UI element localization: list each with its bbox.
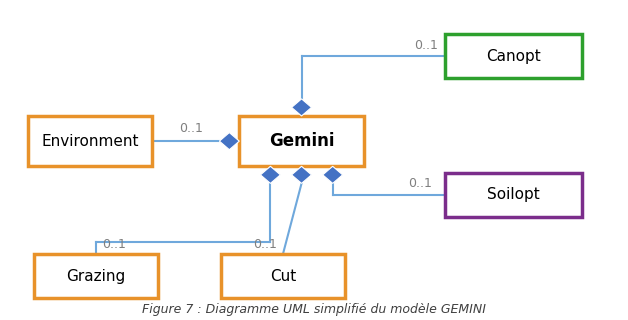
Text: Soilopt: Soilopt — [487, 187, 539, 202]
Text: Canopt: Canopt — [486, 49, 541, 64]
Polygon shape — [323, 166, 343, 183]
FancyBboxPatch shape — [445, 34, 582, 78]
Polygon shape — [291, 99, 311, 116]
Polygon shape — [261, 166, 280, 183]
Polygon shape — [219, 132, 239, 150]
Polygon shape — [291, 166, 311, 183]
FancyBboxPatch shape — [34, 254, 158, 298]
FancyBboxPatch shape — [239, 116, 364, 166]
FancyBboxPatch shape — [445, 172, 582, 217]
FancyBboxPatch shape — [220, 254, 345, 298]
Text: Figure 7 : Diagramme UML simplifié du modèle GEMINI: Figure 7 : Diagramme UML simplifié du mo… — [142, 303, 486, 316]
Text: Environment: Environment — [41, 134, 139, 148]
Text: Cut: Cut — [270, 269, 296, 284]
Text: 0..1: 0..1 — [179, 122, 203, 135]
Text: Grazing: Grazing — [67, 269, 126, 284]
Text: 0..1: 0..1 — [408, 177, 432, 190]
Text: 0..1: 0..1 — [102, 238, 126, 251]
Text: Gemini: Gemini — [269, 132, 334, 150]
FancyBboxPatch shape — [28, 116, 152, 166]
Text: 0..1: 0..1 — [414, 38, 438, 52]
Text: 0..1: 0..1 — [253, 238, 277, 251]
